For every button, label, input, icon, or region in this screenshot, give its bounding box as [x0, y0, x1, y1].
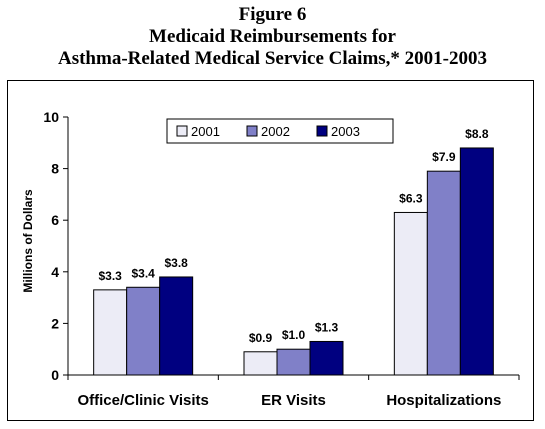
- y-tick-label: 2: [51, 315, 59, 331]
- legend-swatch-2001: [176, 125, 188, 137]
- y-tick-label: 8: [51, 161, 59, 177]
- bar-2003: [159, 276, 194, 376]
- bar-value-label: $3.4: [131, 266, 155, 280]
- x-category-label: Office/Clinic Visits: [77, 392, 208, 409]
- bar-2002: [276, 348, 311, 376]
- bar-value-label: $1.0: [282, 328, 306, 342]
- bar-value-label: $3.8: [164, 256, 188, 270]
- bar-2003: [459, 147, 494, 376]
- y-tick-label: 10: [43, 109, 59, 125]
- x-category-label: ER Visits: [261, 392, 326, 409]
- chart-frame: 0 2 4 6 8 10 $3.3 $3.4 $3.8 $0.9 $1.0 $1.3 $6.3 $7.9…: [7, 80, 534, 421]
- y-tick-label: 6: [51, 212, 59, 228]
- y-axis-label: Millions of Dollars: [21, 189, 35, 293]
- bar-value-label: $0.9: [249, 331, 273, 345]
- y-tick-label: 0: [51, 367, 59, 383]
- bar-2002: [426, 170, 461, 376]
- legend-swatch-2003: [316, 125, 328, 137]
- bar-value-label: $7.9: [432, 150, 456, 164]
- bar-2001: [243, 351, 278, 376]
- bar-chart: 0 2 4 6 8 10 $3.3 $3.4 $3.8 $0.9 $1.0 $1.3 $6.3 $7.9…: [21, 109, 520, 409]
- bar-value-label: $3.3: [98, 269, 122, 283]
- x-axis: Office/Clinic Visits ER Visits Hospitaliza…: [67, 374, 520, 409]
- bar-value-label: $1.3: [315, 320, 339, 334]
- figure-title-line-1: Medicaid Reimbursements for: [149, 26, 396, 47]
- legend-label-2001: 2001: [191, 124, 220, 139]
- bars-group: $3.3 $3.4 $3.8 $0.9 $1.0 $1.3 $6.3 $7.9 $8.8: [93, 127, 494, 376]
- bar-2002: [126, 286, 161, 376]
- legend-label-2002: 2002: [261, 124, 290, 139]
- bar-2001: [393, 211, 428, 376]
- figure-title-block: Figure 6 Medicaid Reimbursements for Ast…: [0, 4, 545, 70]
- bar-2001: [93, 289, 128, 376]
- y-tick-label: 4: [51, 264, 59, 280]
- y-axis: 0 2 4 6 8 10: [43, 109, 69, 383]
- figure-title-line-2: Asthma-Related Medical Service Claims,* …: [57, 48, 487, 69]
- legend-label-2003: 2003: [331, 124, 360, 139]
- legend: 2001 2002 2003: [166, 118, 394, 144]
- legend-box: [166, 118, 394, 144]
- bar-value-label: $8.8: [465, 127, 489, 141]
- bar-value-label: $6.3: [399, 191, 423, 205]
- x-category-label: Hospitalizations: [386, 392, 501, 409]
- figure-label: Figure 6: [238, 4, 307, 25]
- bar-2003: [309, 340, 344, 376]
- legend-swatch-2002: [246, 125, 258, 137]
